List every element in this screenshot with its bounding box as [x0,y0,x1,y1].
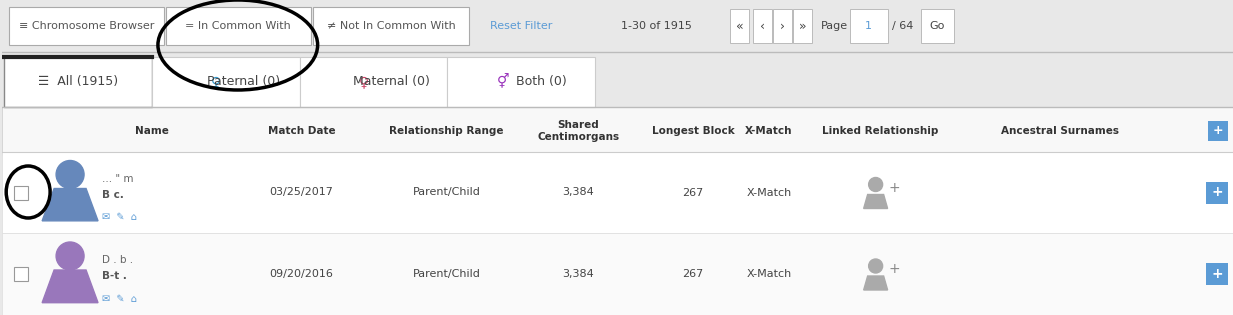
Text: +: + [889,180,900,194]
FancyBboxPatch shape [166,7,311,45]
Text: 267: 267 [682,187,704,198]
Text: D . b .: D . b . [102,255,133,265]
Text: 1: 1 [866,21,872,31]
Text: Parent/Child: Parent/Child [413,269,481,279]
Text: 3,384: 3,384 [562,269,594,279]
Text: Reset Filter: Reset Filter [490,21,552,31]
Text: »: » [799,20,806,32]
Text: X-Match: X-Match [746,187,792,198]
Text: ‹: ‹ [760,20,764,32]
Text: 03/25/2017: 03/25/2017 [270,187,334,198]
FancyBboxPatch shape [14,267,28,281]
FancyBboxPatch shape [2,107,1233,155]
Text: ... " m: ... " m [102,174,133,184]
Polygon shape [863,194,888,209]
FancyBboxPatch shape [2,52,1233,107]
Text: Both (0): Both (0) [515,76,567,89]
Text: ✉  ✎  ⌂: ✉ ✎ ⌂ [102,212,137,222]
Text: Linked Relationship: Linked Relationship [822,126,938,136]
Text: +: + [1213,124,1223,138]
Text: Parent/Child: Parent/Child [413,187,481,198]
Circle shape [869,259,883,273]
Text: «: « [736,20,743,32]
Text: Match Date: Match Date [268,126,335,136]
Text: +: + [889,262,900,276]
Text: X-Match: X-Match [745,126,793,136]
Circle shape [57,242,84,270]
Text: 267: 267 [682,269,704,279]
Text: Shared
Centimorgans: Shared Centimorgans [538,120,619,142]
Text: ≠ Not In Common With: ≠ Not In Common With [327,21,455,31]
FancyBboxPatch shape [773,9,792,43]
Text: Go: Go [930,21,946,31]
FancyBboxPatch shape [448,57,596,107]
Text: Page: Page [821,21,848,31]
Text: ›: › [779,20,785,32]
Polygon shape [42,188,99,221]
Text: Ancestral Surnames: Ancestral Surnames [1001,126,1120,136]
Text: B c.: B c. [102,190,123,199]
Text: Longest Block: Longest Block [651,126,735,136]
Text: ✉  ✎  ⌂: ✉ ✎ ⌂ [102,294,137,304]
FancyBboxPatch shape [4,57,152,107]
Text: 3,384: 3,384 [562,187,594,198]
Text: 1-30 of 1915: 1-30 of 1915 [621,21,692,31]
Text: / 64: / 64 [891,21,912,31]
Text: Paternal (0): Paternal (0) [207,76,280,89]
Text: +: + [1211,186,1223,199]
FancyBboxPatch shape [313,7,470,45]
FancyBboxPatch shape [850,9,888,43]
Text: Relationship Range: Relationship Range [390,126,503,136]
FancyBboxPatch shape [921,9,954,43]
Text: ♀: ♀ [359,75,369,89]
FancyBboxPatch shape [2,0,1233,52]
Text: ⚥: ⚥ [497,75,509,89]
FancyBboxPatch shape [152,57,300,107]
FancyBboxPatch shape [793,9,811,43]
Text: ♀: ♀ [211,75,221,89]
Text: Name: Name [134,126,169,136]
FancyBboxPatch shape [2,152,1233,233]
FancyBboxPatch shape [1206,263,1228,285]
Text: B-t .: B-t . [102,271,127,281]
FancyBboxPatch shape [1208,121,1228,141]
FancyBboxPatch shape [1206,181,1228,203]
Text: ≡ Chromosome Browser: ≡ Chromosome Browser [18,21,154,31]
Polygon shape [42,270,99,303]
Text: 09/20/2016: 09/20/2016 [270,269,334,279]
FancyBboxPatch shape [730,9,748,43]
Text: ☰  All (1915): ☰ All (1915) [38,76,118,89]
FancyBboxPatch shape [300,57,448,107]
Text: = In Common With: = In Common With [185,21,291,31]
Text: X-Match: X-Match [746,269,792,279]
Polygon shape [863,276,888,290]
Circle shape [57,161,84,188]
Circle shape [869,177,883,192]
FancyBboxPatch shape [753,9,772,43]
Text: +: + [1211,267,1223,281]
FancyBboxPatch shape [2,233,1233,315]
Text: Maternal (0): Maternal (0) [353,76,430,89]
FancyBboxPatch shape [9,7,164,45]
FancyBboxPatch shape [14,186,28,199]
